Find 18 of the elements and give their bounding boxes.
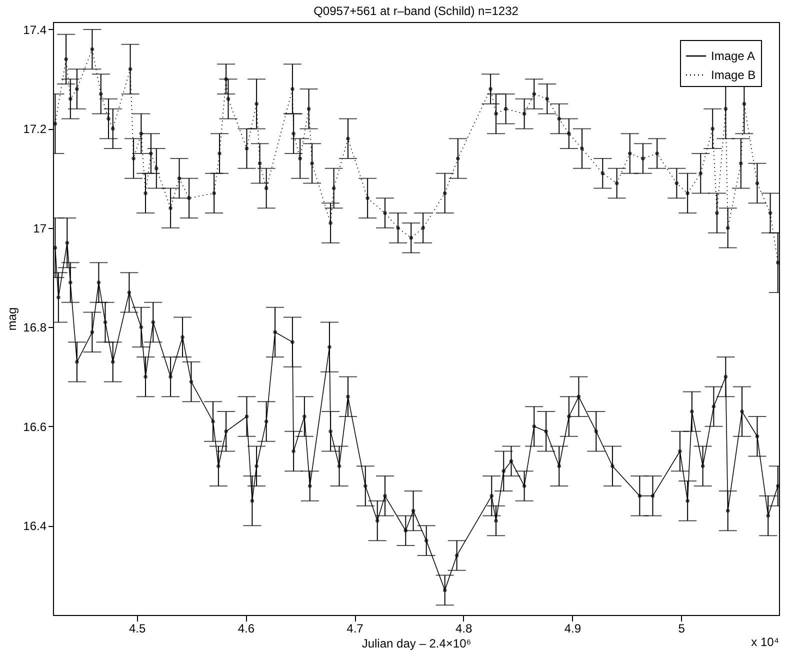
legend-label: Image B xyxy=(711,68,756,82)
y-tick-label: 16.6 xyxy=(23,420,47,434)
y-tick-label: 16.4 xyxy=(23,519,47,534)
y-tick-label: 17.4 xyxy=(23,22,47,37)
x-tick-label: 5 xyxy=(678,622,686,636)
x-tick-label: 4.5 xyxy=(128,622,146,636)
y-tick-label: 16.8 xyxy=(23,320,47,335)
x-axis-title: Julian day – 2.4×10⁶ xyxy=(362,636,472,650)
text: x 10⁴ xyxy=(751,635,779,649)
y-tick-label: 17.2 xyxy=(23,122,47,136)
x-tick-label: 4.7 xyxy=(346,622,364,636)
x-tick-label: 4.8 xyxy=(456,622,473,636)
y-tick-label: 17 xyxy=(33,221,47,236)
y-axis-title: mag xyxy=(5,307,20,331)
legend-label: Image A xyxy=(711,49,756,63)
x-tick-label: 4.9 xyxy=(564,622,582,636)
x-tick-label: 4.6 xyxy=(238,622,255,636)
chart-title: Q0957+561 at r–band (Schild) n=1232 xyxy=(314,4,519,18)
